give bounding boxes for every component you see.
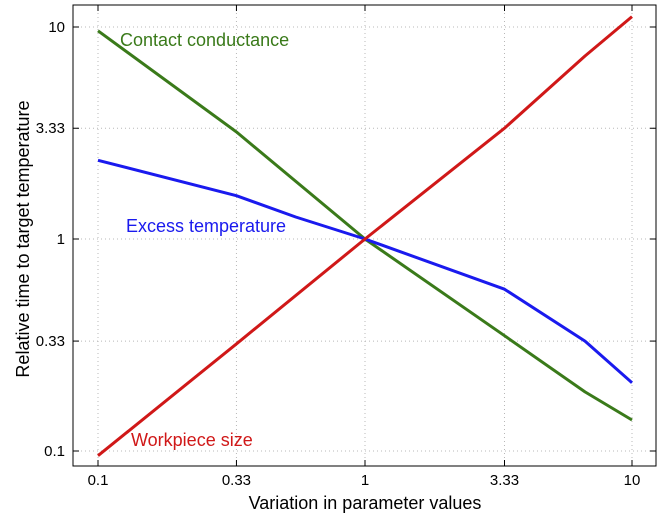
series-lines: [97, 15, 633, 457]
grid-lines: [73, 5, 656, 466]
x-tick-label: 10: [624, 472, 641, 489]
series-label-contact-conductance: Contact conductance: [120, 30, 289, 50]
x-tick-label: 0.1: [88, 472, 109, 489]
y-axis-title: Relative time to target temperature: [13, 100, 33, 377]
y-tick-label: 0.1: [44, 443, 65, 460]
x-tick-label: 0.33: [222, 472, 251, 489]
series-line-contact-conductance: [97, 29, 633, 422]
y-tick-label: 3.33: [36, 120, 65, 137]
series-label-excess-temperature: Excess temperature: [126, 216, 286, 236]
x-axis-title: Variation in parameter values: [249, 493, 482, 513]
series-line-workpiece-size: [97, 15, 633, 457]
y-tick-label: 0.33: [36, 333, 65, 350]
x-tick-label: 1: [361, 472, 369, 489]
x-tick-label: 3.33: [490, 472, 519, 489]
series-label-workpiece-size: Workpiece size: [131, 430, 253, 450]
y-tick-label: 10: [48, 19, 65, 36]
axis-ticks: 0.1 0.33 1 3.33 10 0.1 0.33 1 3.33 10: [36, 5, 656, 489]
y-tick-label: 1: [57, 231, 65, 248]
